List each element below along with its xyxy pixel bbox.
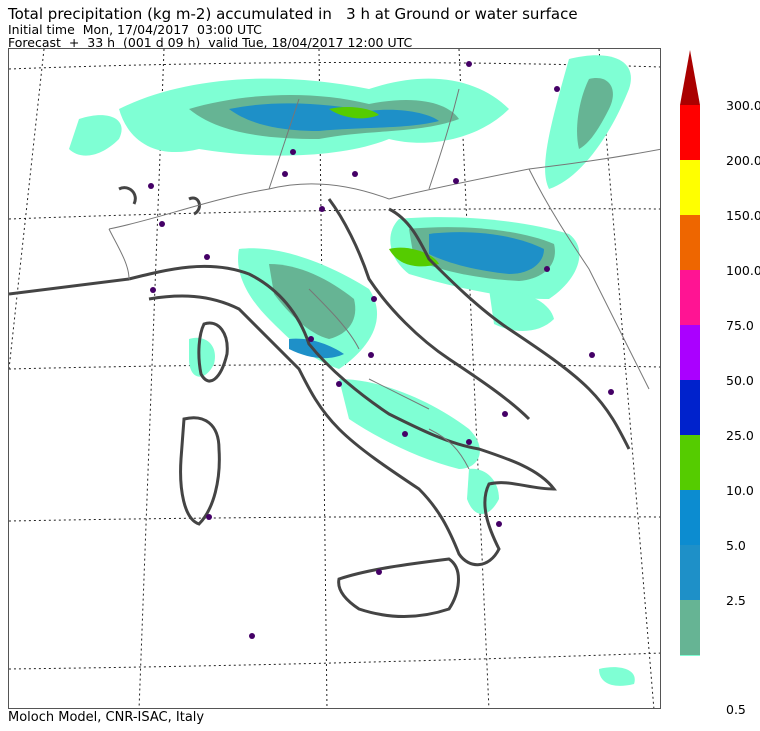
colorbar-swatch-0-5 (680, 655, 700, 710)
colorbar-arrow (680, 50, 700, 105)
graticule (9, 49, 660, 708)
colorbar-swatch-5-0 (680, 545, 700, 600)
colorbar-swatch-10-0 (680, 490, 700, 545)
sicily-coast (337, 557, 460, 618)
france-coast (9, 277, 130, 296)
colorbar-swatch-100-0 (680, 270, 700, 325)
precip-alps-green (329, 106, 379, 119)
italy-coast (128, 264, 558, 567)
colorbar-label: 150.0 (726, 208, 760, 223)
city-markers (148, 61, 614, 639)
colorbar-swatch-150-0 (680, 215, 700, 270)
forecast-label: Forecast + 33 h (001 d 09 h) valid Tue, … (8, 35, 413, 50)
colorbar (680, 50, 700, 710)
sardinia-coast (179, 416, 221, 526)
country-borders (108, 88, 660, 470)
corsica-coast (197, 321, 229, 383)
precipitation-fields (69, 55, 635, 686)
colorbar-label: 300.0 (726, 98, 760, 113)
colorbar-label: 200.0 (726, 153, 760, 168)
adriatic-coast-balkan (388, 207, 631, 450)
colorbar-label: 5.0 (726, 538, 746, 553)
lakes-north (118, 186, 201, 216)
precip-tuscany (289, 338, 344, 359)
chart-title: Total precipitation (kg m-2) accumulated… (8, 5, 578, 23)
adriatic-coast-italy (327, 198, 531, 421)
colorbar-label: 10.0 (726, 483, 754, 498)
colorbar-swatch-75-0 (680, 325, 700, 380)
precip-alps-heavy (229, 103, 439, 131)
precip-croatia-heavy (429, 232, 544, 274)
precip-calabria (467, 468, 499, 514)
initial-time-label: Initial time Mon, 17/04/2017 03:00 UTC (8, 22, 262, 37)
colorbar-svg (680, 50, 700, 710)
precip-apennine-mid (269, 264, 356, 339)
precip-adriatic-east (489, 289, 554, 331)
colorbar-swatch-2-5 (680, 600, 700, 655)
colorbar-swatch-300-0 (680, 105, 700, 160)
coastlines (9, 186, 631, 618)
colorbar-swatch-200-0 (680, 160, 700, 215)
precip-croatia-green (389, 247, 439, 267)
colorbar-label: 50.0 (726, 373, 754, 388)
colorbar-swatch-25-0 (680, 435, 700, 490)
model-credit: Moloch Model, CNR-ISAC, Italy (8, 710, 205, 725)
map-canvas (9, 49, 660, 708)
colorbar-label: 0.5 (726, 702, 746, 717)
precip-west (69, 115, 122, 156)
colorbar-label: 75.0 (726, 318, 754, 333)
colorbar-label: 100.0 (726, 263, 760, 278)
precipitation-map (8, 48, 661, 709)
precip-sardinia (189, 337, 215, 377)
colorbar-label: 2.5 (726, 593, 746, 608)
colorbar-swatch-50-0 (680, 380, 700, 435)
precip-east-mid (577, 78, 613, 149)
precip-se (599, 667, 635, 686)
colorbar-label: 25.0 (726, 428, 754, 443)
